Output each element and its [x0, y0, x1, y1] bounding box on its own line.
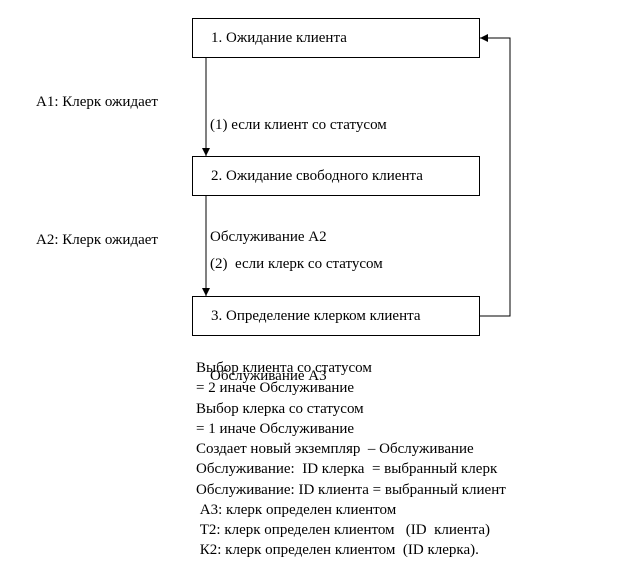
side-label-a2-text: А2: Клерк ожидает [36, 232, 158, 248]
node-1: 1. Ожидание клиента [192, 18, 480, 58]
footer-line-4: = 1 иначе Обслуживание [196, 419, 506, 439]
condition-1-line-1: (1) если клиент со статусом [210, 116, 387, 135]
footer-line-7: Обслуживание: ID клиента = выбранный кли… [196, 480, 506, 500]
footer-line-8: А3: клерк определен клиентом [196, 500, 506, 520]
footer-line-10: К2: клерк определен клиентом (ID клерка)… [196, 540, 506, 560]
footer-line-2: = 2 иначе Обслуживание [196, 378, 506, 398]
footer-line-9: Т2: клерк определен клиентом (ID клиента… [196, 520, 506, 540]
node-2: 2. Ожидание свободного клиента [192, 156, 480, 196]
footer-line-1: Выбор клиента со статусом [196, 358, 506, 378]
footer-text: Выбор клиента со статусом = 2 иначе Обсл… [196, 358, 506, 561]
side-label-a1: А1: Клерк ожидает [36, 94, 158, 111]
side-label-a1-text: А1: Клерк ожидает [36, 94, 158, 110]
condition-2-line-1: (2) если клерк со статусом [210, 255, 383, 274]
node-3-label: 3. Определение клерком клиента [211, 308, 421, 325]
footer-line-5: Создает новый экземпляр – Обслуживание [196, 439, 506, 459]
side-label-a2: А2: Клерк ожидает [36, 232, 158, 249]
arrow-n3-n1 [480, 38, 510, 316]
node-3: 3. Определение клерком клиента [192, 296, 480, 336]
node-1-label: 1. Ожидание клиента [211, 30, 347, 47]
node-2-label: 2. Ожидание свободного клиента [211, 168, 423, 185]
flowchart-canvas: 1. Ожидание клиента (1) если клиент со с… [0, 0, 620, 578]
footer-line-6: Обслуживание: ID клерка = выбранный клер… [196, 459, 506, 479]
footer-line-3: Выбор клерка со статусом [196, 399, 506, 419]
